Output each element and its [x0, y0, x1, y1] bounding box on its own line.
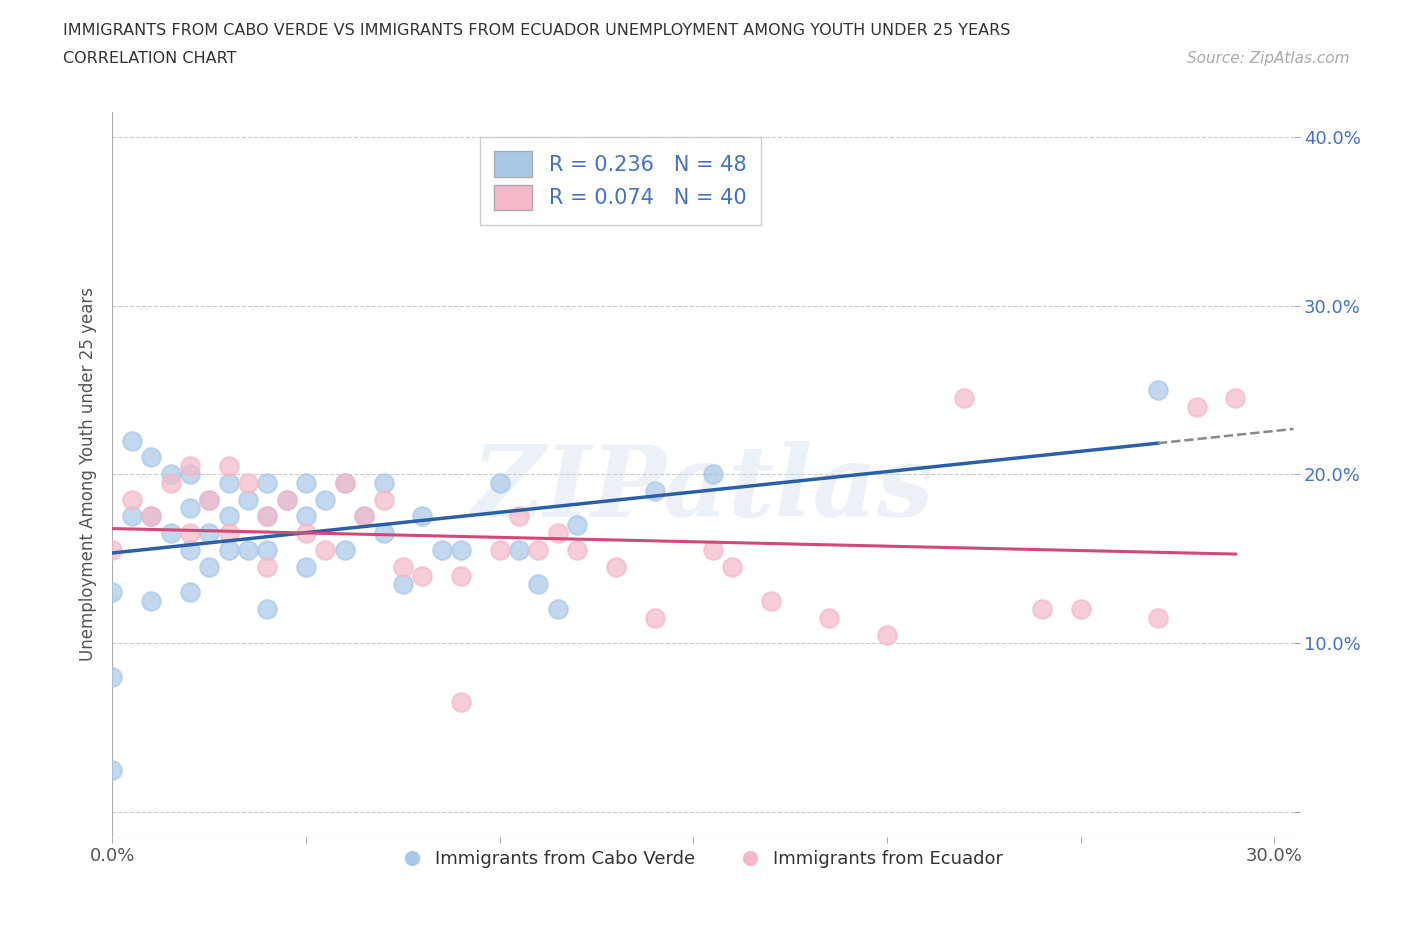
Point: [179, 500, 201, 515]
Point: [159, 525, 181, 540]
Point: [702, 467, 724, 482]
Point: [121, 492, 143, 507]
Point: [179, 543, 201, 558]
Point: [276, 492, 298, 507]
Point: [198, 525, 221, 540]
Legend: Immigrants from Cabo Verde, Immigrants from Ecuador: Immigrants from Cabo Verde, Immigrants f…: [395, 843, 1011, 875]
Point: [1147, 382, 1170, 397]
Point: [256, 509, 278, 524]
Point: [218, 458, 240, 473]
Point: [218, 525, 240, 540]
Point: [644, 484, 666, 498]
Point: [101, 585, 124, 600]
Text: CORRELATION CHART: CORRELATION CHART: [63, 51, 236, 66]
Point: [392, 560, 415, 575]
Point: [295, 560, 318, 575]
Point: [547, 525, 569, 540]
Point: [256, 509, 278, 524]
Point: [295, 475, 318, 490]
Point: [256, 602, 278, 617]
Point: [411, 568, 433, 583]
Point: [218, 543, 240, 558]
Point: [373, 492, 395, 507]
Point: [218, 509, 240, 524]
Point: [198, 492, 221, 507]
Point: [256, 543, 278, 558]
Point: [314, 492, 336, 507]
Point: [101, 762, 124, 777]
Point: [159, 475, 181, 490]
Point: [121, 509, 143, 524]
Point: [488, 475, 510, 490]
Point: [101, 543, 124, 558]
Point: [605, 560, 627, 575]
Text: IMMIGRANTS FROM CABO VERDE VS IMMIGRANTS FROM ECUADOR UNEMPLOYMENT AMONG YOUTH U: IMMIGRANTS FROM CABO VERDE VS IMMIGRANTS…: [63, 23, 1011, 38]
Point: [141, 509, 163, 524]
Point: [721, 560, 744, 575]
Point: [353, 509, 375, 524]
Point: [1225, 391, 1247, 405]
Point: [702, 543, 724, 558]
Point: [450, 695, 472, 710]
Point: [121, 433, 143, 448]
Point: [565, 543, 588, 558]
Point: [101, 670, 124, 684]
Point: [179, 467, 201, 482]
Point: [953, 391, 976, 405]
Point: [1070, 602, 1092, 617]
Text: Source: ZipAtlas.com: Source: ZipAtlas.com: [1187, 51, 1350, 66]
Point: [236, 543, 259, 558]
Point: [1031, 602, 1053, 617]
Point: [818, 610, 841, 625]
Point: [198, 492, 221, 507]
Point: [236, 475, 259, 490]
Point: [508, 509, 530, 524]
Point: [295, 509, 318, 524]
Point: [527, 577, 550, 591]
Point: [450, 568, 472, 583]
Point: [198, 560, 221, 575]
Text: ZIPatlas: ZIPatlas: [472, 441, 934, 537]
Point: [450, 543, 472, 558]
Point: [179, 458, 201, 473]
Point: [333, 475, 356, 490]
Point: [373, 525, 395, 540]
Point: [411, 509, 433, 524]
Point: [179, 585, 201, 600]
Point: [295, 525, 318, 540]
Point: [236, 492, 259, 507]
Point: [373, 475, 395, 490]
Point: [141, 593, 163, 608]
Point: [141, 509, 163, 524]
Y-axis label: Unemployment Among Youth under 25 years: Unemployment Among Youth under 25 years: [79, 287, 97, 661]
Point: [508, 543, 530, 558]
Point: [1185, 399, 1208, 414]
Point: [256, 475, 278, 490]
Point: [488, 543, 510, 558]
Point: [392, 577, 415, 591]
Point: [547, 602, 569, 617]
Point: [644, 610, 666, 625]
Point: [876, 627, 898, 642]
Point: [333, 475, 356, 490]
Point: [218, 475, 240, 490]
Point: [159, 467, 181, 482]
Point: [527, 543, 550, 558]
Point: [565, 517, 588, 532]
Point: [333, 543, 356, 558]
Point: [276, 492, 298, 507]
Point: [256, 560, 278, 575]
Point: [759, 593, 782, 608]
Point: [1147, 610, 1170, 625]
Point: [353, 509, 375, 524]
Point: [314, 543, 336, 558]
Point: [430, 543, 453, 558]
Point: [141, 450, 163, 465]
Point: [179, 525, 201, 540]
